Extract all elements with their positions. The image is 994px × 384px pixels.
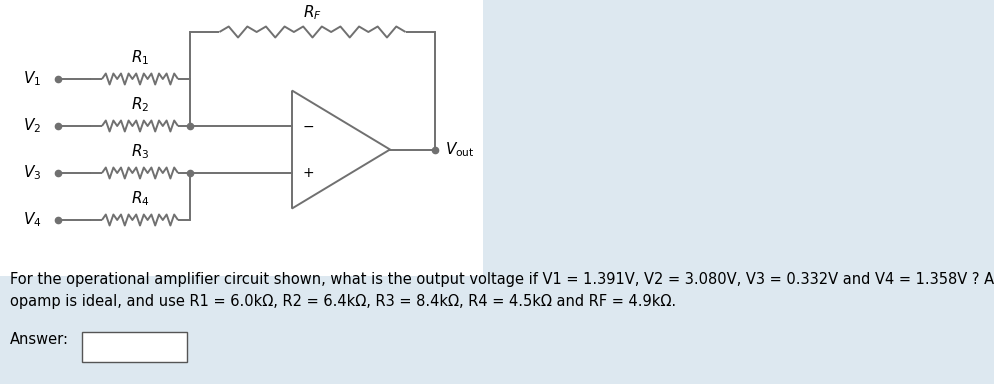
- FancyBboxPatch shape: [82, 332, 187, 362]
- Text: $V_2$: $V_2$: [23, 117, 41, 135]
- Text: $+$: $+$: [302, 166, 314, 180]
- Text: $R_2$: $R_2$: [131, 95, 149, 114]
- Text: $V_4$: $V_4$: [23, 211, 41, 229]
- Text: $V_3$: $V_3$: [23, 164, 41, 182]
- Text: $R_3$: $R_3$: [130, 142, 149, 161]
- Text: $V_{\rm out}$: $V_{\rm out}$: [444, 140, 474, 159]
- Text: $V_1$: $V_1$: [23, 70, 41, 88]
- Text: $R_4$: $R_4$: [130, 189, 149, 208]
- Text: $-$: $-$: [302, 119, 314, 133]
- Text: opamp is ideal, and use R1 = 6.0kΩ, R2 = 6.4kΩ, R3 = 8.4kΩ, R4 = 4.5kΩ and RF = : opamp is ideal, and use R1 = 6.0kΩ, R2 =…: [10, 294, 676, 309]
- Text: $R_1$: $R_1$: [131, 48, 149, 67]
- Text: For the operational amplifier circuit shown, what is the output voltage if V1 = : For the operational amplifier circuit sh…: [10, 272, 994, 287]
- Text: Answer:: Answer:: [10, 332, 69, 347]
- Text: $R_F$: $R_F$: [303, 3, 322, 22]
